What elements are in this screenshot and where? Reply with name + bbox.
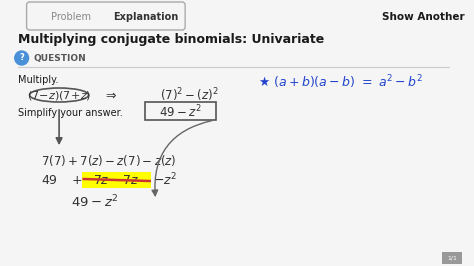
Text: $49-z^2$: $49-z^2$ xyxy=(71,194,118,210)
Circle shape xyxy=(15,51,28,65)
Text: $49 - z^2$: $49 - z^2$ xyxy=(159,104,201,120)
Text: $\bigstar\ (a+b)(a-b)\ =\ a^2-b^2$: $\bigstar\ (a+b)(a-b)\ =\ a^2-b^2$ xyxy=(258,73,423,91)
FancyBboxPatch shape xyxy=(82,172,151,188)
Text: Explanation: Explanation xyxy=(113,12,178,22)
FancyBboxPatch shape xyxy=(27,2,185,30)
Text: $-z^2$: $-z^2$ xyxy=(153,172,177,188)
Text: Multiplying conjugate binomials: Univariate: Multiplying conjugate binomials: Univari… xyxy=(18,34,324,47)
Text: QUESTION: QUESTION xyxy=(34,53,86,63)
FancyBboxPatch shape xyxy=(145,102,216,120)
Text: $(7\!-\!z)(7\!+\!z)$: $(7\!-\!z)(7\!+\!z)$ xyxy=(27,89,91,102)
Text: ?: ? xyxy=(19,53,24,63)
Text: $+$: $+$ xyxy=(71,173,82,186)
FancyBboxPatch shape xyxy=(442,252,462,264)
Text: $49$: $49$ xyxy=(41,173,58,186)
Text: $\Rightarrow$: $\Rightarrow$ xyxy=(103,89,118,102)
Text: $7z-7z$: $7z-7z$ xyxy=(93,173,139,186)
Text: $7(7)+7(z)-z(7)-z(z)$: $7(7)+7(z)-z(7)-z(z)$ xyxy=(41,152,177,168)
Text: Show Another: Show Another xyxy=(382,12,465,22)
Text: $(7)^2-(z)^2$: $(7)^2-(z)^2$ xyxy=(160,86,218,104)
Text: 1/1: 1/1 xyxy=(447,256,457,260)
Text: Simplify your answer.: Simplify your answer. xyxy=(18,108,122,118)
Text: Multiply.: Multiply. xyxy=(18,75,58,85)
Text: Problem: Problem xyxy=(51,12,91,22)
